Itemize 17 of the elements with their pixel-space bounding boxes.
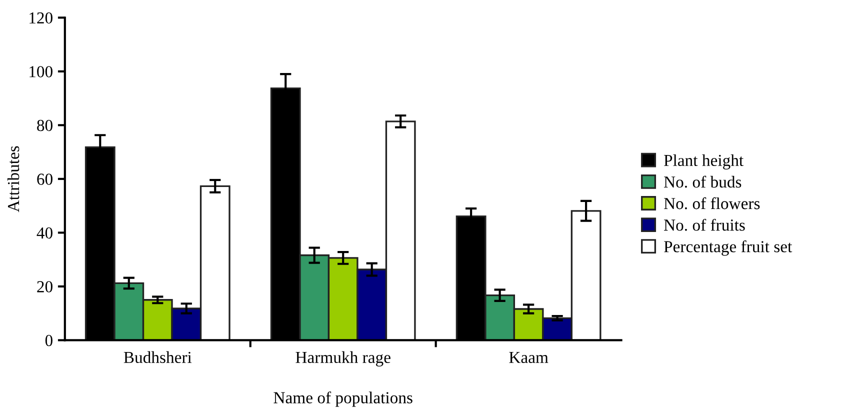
y-tick-label: 80 (37, 120, 52, 132)
legend-label: No. of flowers (664, 197, 760, 210)
y-tick-label: 0 (45, 334, 52, 346)
y-tick-label: 100 (30, 66, 52, 78)
y-axis-title: Attributes (7, 146, 20, 212)
x-tick-label: Kaam (509, 352, 548, 364)
y-tick-label: 60 (37, 174, 52, 185)
y-tick-label: 40 (36, 227, 52, 239)
y-tick-label: 20 (37, 281, 52, 292)
x-tick-label: Harmukh rage (296, 351, 390, 366)
legend-label: No. of buds (664, 176, 742, 188)
y-tick-label: 120 (30, 12, 52, 24)
legend-label: Plant height (664, 154, 744, 170)
legend-label: Percentage fruit set (664, 240, 792, 256)
x-tick-label: Budhsheri (124, 351, 192, 364)
x-axis-title: Name of populations (274, 391, 412, 407)
legend-label: No. of fruits (664, 218, 745, 231)
